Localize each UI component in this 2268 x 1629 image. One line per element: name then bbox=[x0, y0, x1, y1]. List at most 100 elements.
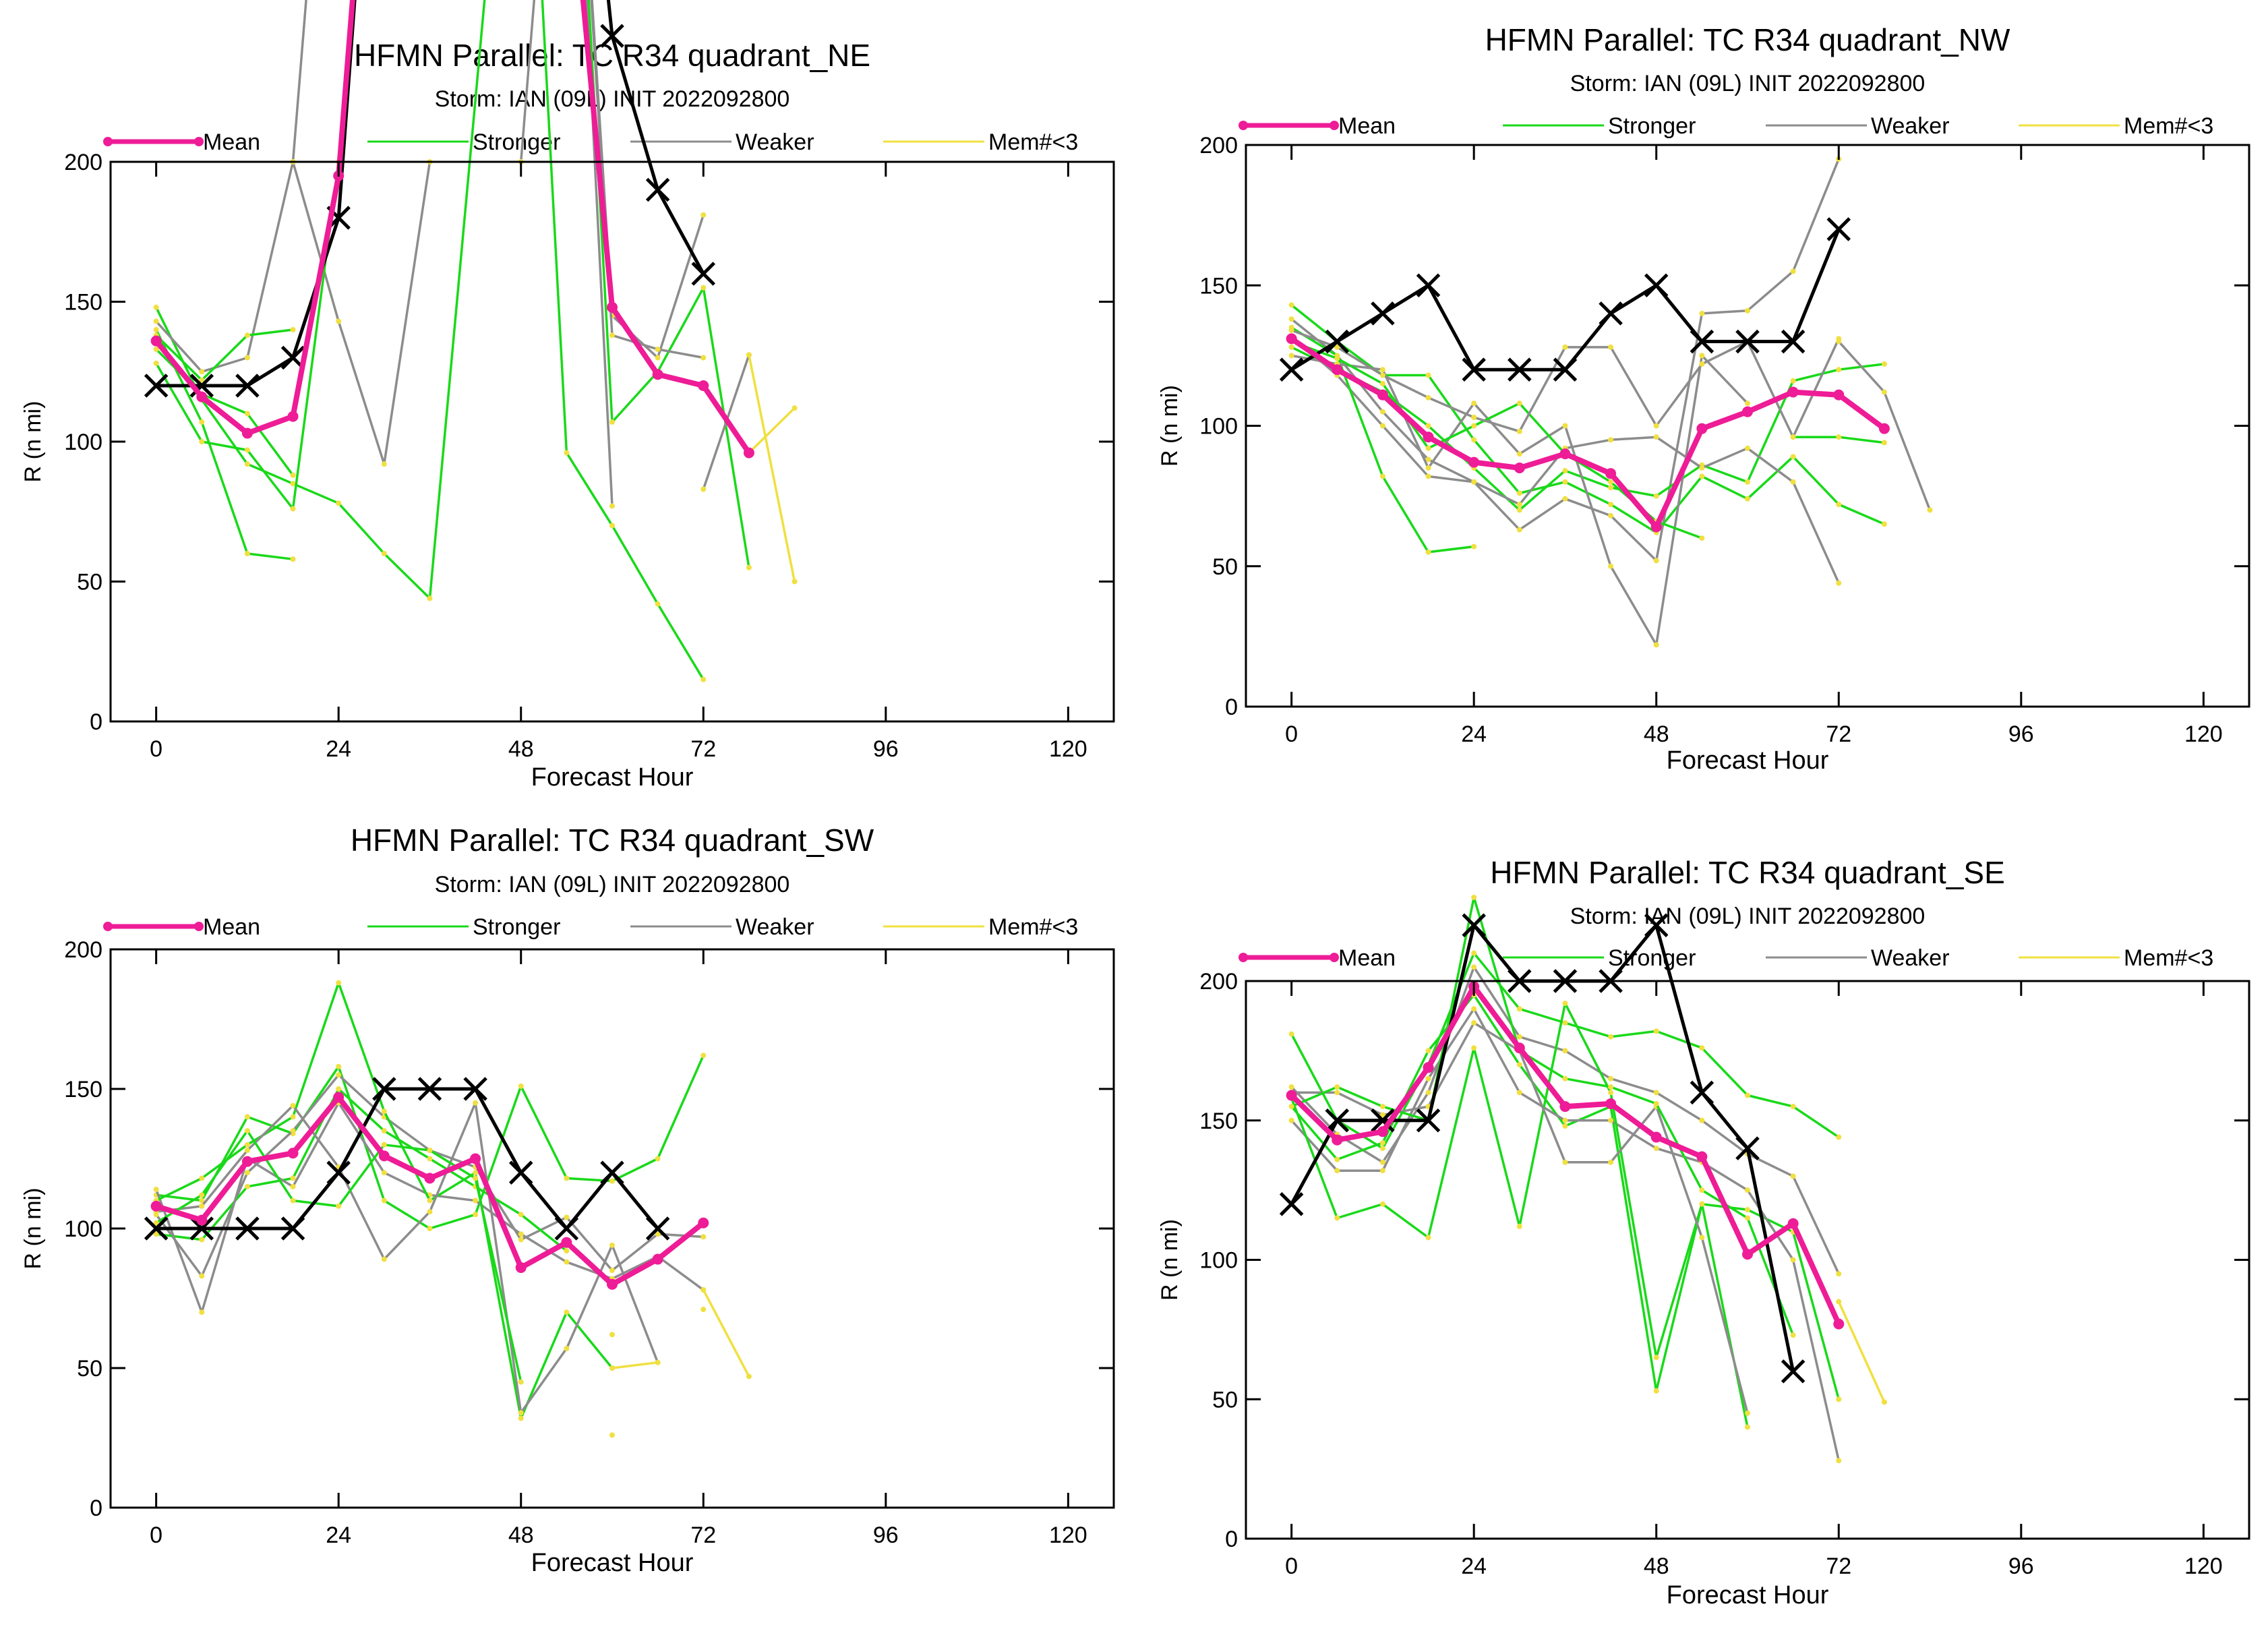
x-tick-label: 0 bbox=[150, 736, 162, 762]
member-point bbox=[1516, 401, 1522, 407]
member-point bbox=[564, 1259, 570, 1265]
member-point bbox=[1881, 440, 1887, 446]
member-point bbox=[336, 1063, 342, 1069]
mean-point bbox=[287, 411, 299, 422]
best-track-marker bbox=[372, 1077, 396, 1101]
member-point bbox=[1379, 409, 1385, 415]
y-axis-label: R (n mi) bbox=[20, 1188, 46, 1270]
member-point bbox=[1745, 445, 1750, 451]
member-point bbox=[1608, 479, 1614, 485]
member-point bbox=[1608, 1084, 1614, 1090]
member-point bbox=[199, 1309, 205, 1315]
member-point bbox=[1425, 1090, 1431, 1096]
best-track-marker bbox=[1462, 357, 1486, 382]
member-point bbox=[336, 1203, 342, 1209]
member-point bbox=[199, 439, 205, 444]
member-point bbox=[1471, 1020, 1477, 1026]
member-point bbox=[153, 1220, 159, 1226]
member-point bbox=[381, 1256, 387, 1262]
member-point bbox=[336, 980, 342, 986]
member-point bbox=[609, 1268, 615, 1274]
member-point bbox=[336, 318, 342, 324]
member-point bbox=[1699, 465, 1705, 471]
y-tick-label: 100 bbox=[64, 430, 102, 455]
series-group bbox=[1279, 894, 1887, 1464]
member-point bbox=[1288, 1031, 1294, 1037]
member-point bbox=[199, 1237, 205, 1243]
member-point bbox=[1790, 1173, 1796, 1179]
mean-point bbox=[698, 380, 709, 391]
member-point bbox=[473, 1100, 479, 1106]
member-point bbox=[1425, 1235, 1431, 1241]
y-tick-label: 0 bbox=[90, 709, 102, 735]
member-point bbox=[609, 1365, 615, 1371]
member-point bbox=[1653, 1355, 1659, 1361]
member-point bbox=[1425, 549, 1431, 555]
member-point bbox=[700, 1307, 707, 1313]
mean-point bbox=[1650, 521, 1662, 533]
member-point bbox=[1653, 1100, 1659, 1106]
member-point bbox=[1471, 1006, 1477, 1012]
member-point bbox=[1562, 479, 1568, 485]
y-tick-label: 0 bbox=[1225, 1527, 1238, 1552]
member-point bbox=[1379, 473, 1385, 479]
member-point bbox=[1745, 1092, 1750, 1098]
member-point bbox=[1608, 563, 1614, 569]
member-point bbox=[609, 503, 615, 509]
mean-point bbox=[150, 1200, 162, 1212]
mean-point bbox=[1332, 364, 1343, 376]
member-point bbox=[1425, 423, 1431, 429]
best-track-marker bbox=[645, 177, 670, 202]
member-point bbox=[1379, 1201, 1385, 1207]
member-point bbox=[564, 1175, 570, 1181]
x-tick-label: 120 bbox=[1049, 736, 1087, 762]
chart-panel-2: HFMN Parallel: TC R34 quadrant_SW Storm: … bbox=[20, 823, 1115, 1577]
member-point bbox=[1653, 434, 1659, 440]
member-point bbox=[290, 1183, 296, 1189]
member-point bbox=[473, 1170, 479, 1176]
best-track-marker bbox=[1735, 1136, 1760, 1160]
member-point bbox=[1334, 1156, 1340, 1162]
best-track-marker bbox=[235, 1216, 260, 1241]
best-track-marker bbox=[1690, 1080, 1714, 1105]
member-point bbox=[244, 355, 250, 361]
member-point bbox=[427, 1209, 433, 1215]
member-point bbox=[1699, 1117, 1705, 1123]
member-point bbox=[1836, 1271, 1842, 1277]
mean-point bbox=[1423, 1062, 1434, 1073]
member-point bbox=[1471, 479, 1477, 485]
member-point bbox=[1608, 344, 1614, 350]
member-point bbox=[1562, 1159, 1568, 1165]
member-point bbox=[244, 1142, 250, 1148]
member-point bbox=[1471, 894, 1477, 900]
y-tick-label: 0 bbox=[1225, 694, 1238, 720]
legend-label: Weaker bbox=[1871, 945, 1950, 971]
member-point bbox=[1790, 378, 1796, 384]
member-point bbox=[1699, 1201, 1705, 1207]
member-point bbox=[244, 1114, 250, 1120]
member-point bbox=[1562, 1075, 1568, 1082]
mean-point bbox=[1605, 1098, 1617, 1109]
best-track-marker bbox=[1690, 329, 1714, 354]
x-tick-label: 24 bbox=[1461, 721, 1487, 747]
x-tick-label: 24 bbox=[326, 1522, 351, 1548]
member-point bbox=[1379, 381, 1385, 387]
member-point bbox=[1608, 1075, 1614, 1082]
member-point bbox=[381, 1142, 387, 1148]
best-track-marker bbox=[1279, 1192, 1304, 1216]
member-point bbox=[1379, 1139, 1385, 1146]
best-track-marker bbox=[1826, 217, 1851, 241]
member-point bbox=[1516, 1223, 1522, 1229]
member-point bbox=[1379, 372, 1385, 378]
member-point bbox=[153, 360, 159, 366]
member-point bbox=[1334, 1168, 1340, 1174]
member-point bbox=[700, 212, 707, 218]
member-point bbox=[1379, 1104, 1385, 1110]
best-track-marker bbox=[1279, 357, 1304, 382]
member-point bbox=[1836, 580, 1842, 586]
mean-point bbox=[1696, 1151, 1708, 1162]
member-series-line bbox=[155, 328, 293, 382]
member-point bbox=[1608, 512, 1614, 519]
member-point bbox=[518, 1415, 524, 1421]
x-tick-label: 120 bbox=[2184, 721, 2223, 747]
